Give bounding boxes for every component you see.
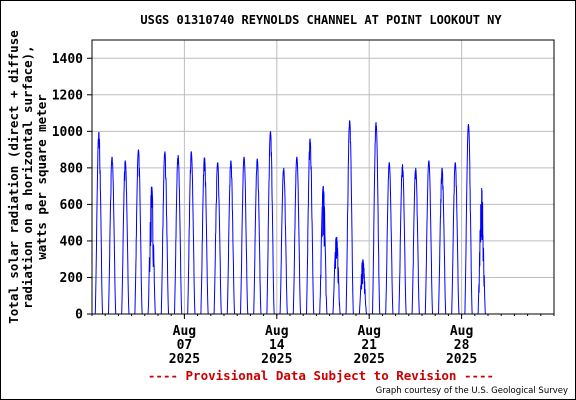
series-day-trace (464, 123, 473, 315)
chart-title: USGS 01310740 REYNOLDS CHANNEL AT POINT … (140, 13, 502, 27)
y-tick-label: 800 (60, 161, 84, 176)
x-tick-label: 2025 (261, 352, 292, 367)
x-tick-label: Aug (357, 324, 380, 339)
series-day-trace (107, 156, 117, 315)
y-axis-label-line-2: radiation on a horizontal surface), (20, 45, 35, 308)
x-tick-label: 28 (454, 338, 470, 353)
x-tick-label: Aug (265, 324, 288, 339)
y-axis: 0 200 400 600 800 1000 1200 1400 (52, 52, 92, 323)
series-day-trace (398, 164, 407, 315)
y-tick-label: 600 (60, 198, 84, 213)
series-day-trace (279, 167, 288, 315)
series-day-trace (292, 156, 302, 315)
x-tick-label: 2025 (354, 352, 385, 367)
x-tick-label: 07 (177, 338, 193, 353)
series-day-trace (424, 160, 434, 315)
series-day-trace (358, 259, 368, 315)
series-day-trace (305, 138, 315, 315)
series-day-trace (213, 162, 222, 315)
series-day-trace (411, 167, 420, 315)
series-day-trace (160, 151, 170, 315)
x-tick-label: 21 (361, 338, 377, 353)
series-day-trace (253, 158, 262, 315)
series-day-trace (226, 160, 236, 315)
grid-lines (92, 40, 554, 314)
usgs-credit: Graph courtesy of the U.S. Geological Su… (376, 386, 568, 396)
series-day-trace (239, 156, 249, 315)
series-day-trace (451, 162, 460, 315)
y-tick-label: 1200 (52, 88, 83, 103)
series-day-trace (385, 162, 394, 315)
x-tick-label: 2025 (169, 352, 200, 367)
series-day-trace (121, 160, 130, 315)
series-day-trace (319, 185, 328, 315)
series-day-trace (94, 132, 104, 315)
x-tick-label: 14 (269, 338, 285, 353)
y-tick-label: 400 (60, 234, 84, 249)
series-day-trace (332, 236, 341, 315)
provisional-notice: ---- Provisional Data Subject to Revisio… (148, 368, 494, 383)
series-day-trace (200, 157, 209, 315)
y-tick-label: 1400 (52, 52, 83, 67)
series-day-trace (345, 120, 354, 315)
series-day-trace (477, 187, 486, 315)
series-day-trace (371, 122, 381, 315)
plot-area (92, 40, 554, 314)
plot-border (91, 39, 555, 315)
x-tick-label: 2025 (446, 352, 477, 367)
x-tick-label: Aug (450, 324, 473, 339)
series-day-trace (266, 131, 275, 315)
series-day-trace (134, 149, 143, 315)
y-tick-label: 0 (75, 308, 83, 323)
series-day-trace (437, 167, 447, 315)
series-day-trace (147, 186, 156, 315)
x-tick-label: Aug (173, 324, 196, 339)
series-group (94, 120, 486, 315)
y-axis-label-line-3: watts per square meter (34, 94, 49, 260)
y-axis-label-line-1: Total solar radiation (direct + diffuse (6, 30, 21, 324)
series-day-trace (187, 151, 196, 315)
y-tick-label: 200 (60, 271, 84, 286)
series-day-trace (173, 155, 183, 315)
y-tick-label: 1000 (52, 125, 83, 140)
